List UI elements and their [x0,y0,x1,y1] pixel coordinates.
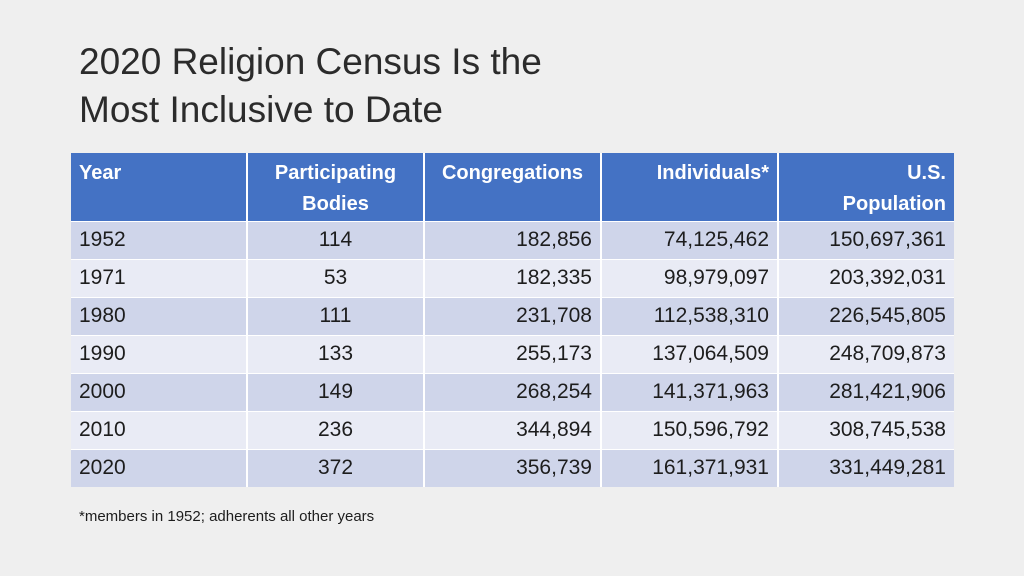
cell-population: 308,745,538 [778,410,954,449]
cell-individuals: 137,064,509 [601,334,779,373]
header-row: Year Participating Bodies Congregations … [71,153,954,221]
slide-title: 2020 Religion Census Is the Most Inclusi… [79,38,779,134]
header-participating-bodies: Participating Bodies [247,153,425,221]
table-header: Year Participating Bodies Congregations … [71,153,954,221]
cell-bodies: 149 [247,372,425,411]
cell-year: 1952 [71,220,248,259]
table-row: 1971 53 182,335 98,979,097 203,392,031 [71,258,954,297]
header-bodies-line-2: Bodies [302,193,369,215]
cell-individuals: 112,538,310 [601,296,779,335]
cell-population: 281,421,906 [778,372,954,411]
table-row: 1980 111 231,708 112,538,310 226,545,805 [71,296,954,335]
cell-congregations: 268,254 [424,372,602,411]
table-row: 2020 372 356,739 161,371,931 331,449,281 [71,448,954,487]
cell-congregations: 182,335 [424,258,602,297]
cell-individuals: 98,979,097 [601,258,779,297]
header-us-population: U.S. Population [778,153,954,221]
cell-congregations: 344,894 [424,410,602,449]
header-year: Year [71,153,248,221]
table-body: 1952 114 182,856 74,125,462 150,697,361 … [71,220,954,487]
footnote: *members in 1952; adherents all other ye… [79,508,375,525]
cell-population: 248,709,873 [778,334,954,373]
census-table: Year Participating Bodies Congregations … [71,153,954,487]
cell-population: 331,449,281 [778,448,954,487]
table-row: 1952 114 182,856 74,125,462 150,697,361 [71,220,954,259]
cell-population: 150,697,361 [778,220,954,259]
cell-year: 2000 [71,372,248,411]
cell-bodies: 53 [247,258,425,297]
cell-bodies: 236 [247,410,425,449]
cell-congregations: 356,739 [424,448,602,487]
table-row: 2010 236 344,894 150,596,792 308,745,538 [71,410,954,449]
header-population-line-2: Population [842,193,946,215]
header-congregations: Congregations [424,153,602,221]
cell-bodies: 133 [247,334,425,373]
cell-population: 203,392,031 [778,258,954,297]
cell-population: 226,545,805 [778,296,954,335]
table-row: 2000 149 268,254 141,371,963 281,421,906 [71,372,954,411]
header-bodies-line-1: Participating [274,162,397,184]
cell-congregations: 255,173 [424,334,602,373]
header-population-line-1: U.S. [907,162,946,184]
cell-year: 1971 [71,258,248,297]
table-row: 1990 133 255,173 137,064,509 248,709,873 [71,334,954,373]
cell-congregations: 231,708 [424,296,602,335]
cell-bodies: 114 [247,220,425,259]
cell-bodies: 111 [247,296,425,335]
cell-year: 2010 [71,410,248,449]
cell-congregations: 182,856 [424,220,602,259]
cell-year: 1980 [71,296,248,335]
cell-individuals: 150,596,792 [601,410,779,449]
cell-individuals: 161,371,931 [601,448,779,487]
cell-year: 2020 [71,448,248,487]
census-table-container: Year Participating Bodies Congregations … [71,153,954,487]
slide-title-line-2: Most Inclusive to Date [79,89,443,130]
header-individuals: Individuals* [601,153,779,221]
cell-individuals: 141,371,963 [601,372,779,411]
cell-bodies: 372 [247,448,425,487]
cell-year: 1990 [71,334,248,373]
slide-title-line-1: 2020 Religion Census Is the [79,41,542,82]
cell-individuals: 74,125,462 [601,220,779,259]
